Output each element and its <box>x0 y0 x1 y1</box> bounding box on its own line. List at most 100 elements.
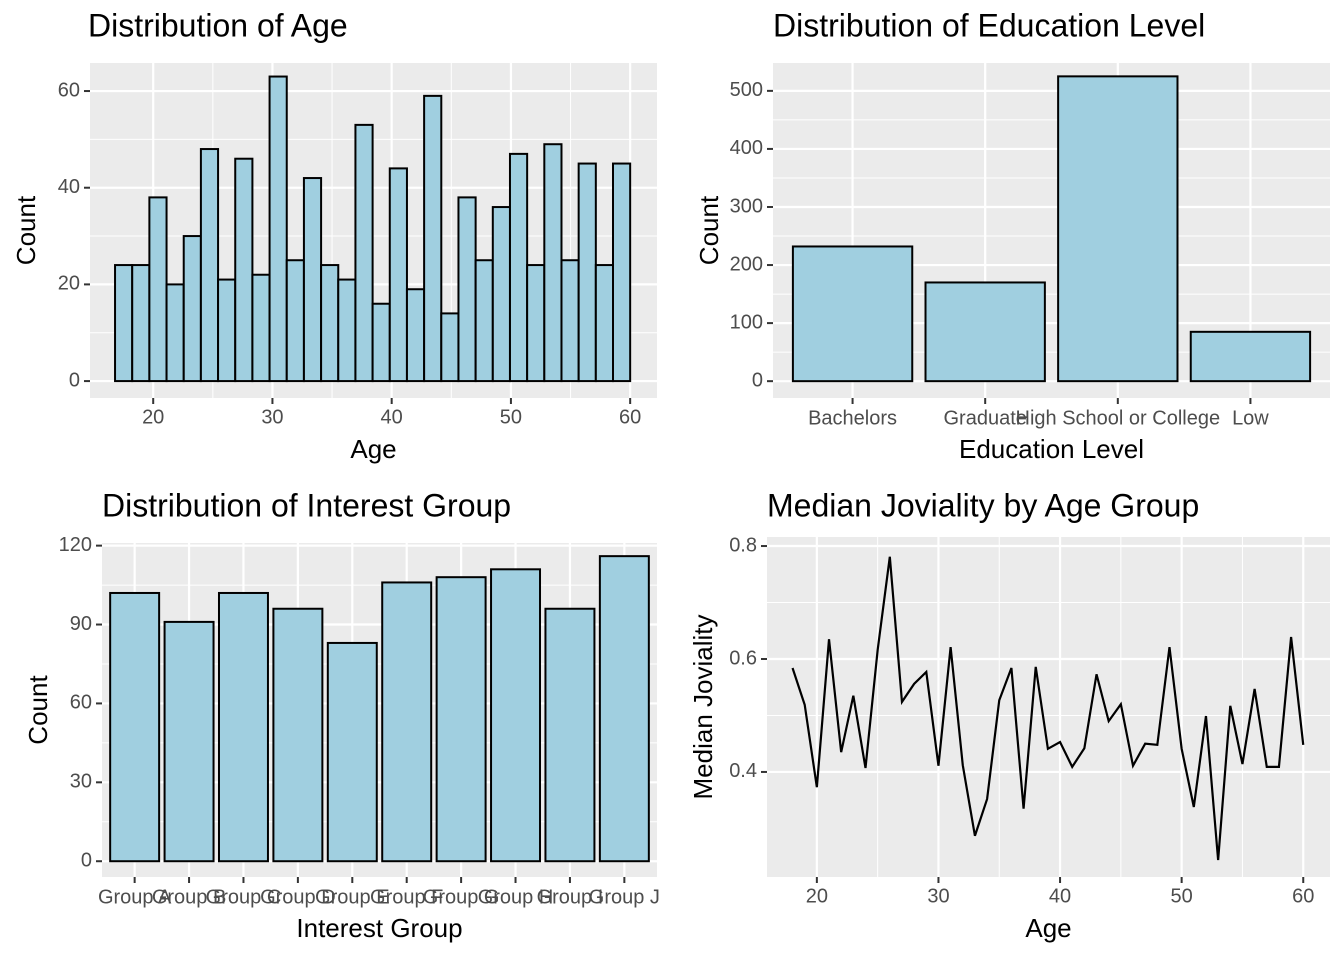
histogram-bar <box>594 264 614 383</box>
x-tick-label: Group E <box>315 886 389 908</box>
histogram-bar <box>526 264 546 383</box>
x-tick-label: Group F <box>370 886 443 908</box>
histogram-bar <box>251 273 271 383</box>
bar <box>1189 330 1312 383</box>
histogram-bar <box>234 157 254 383</box>
x-tick-label: Group D <box>260 886 336 908</box>
x-axis-label: Age <box>1025 913 1071 943</box>
histogram-bar <box>302 177 323 383</box>
x-tick-label: Group I <box>537 886 604 908</box>
x-tick-label: High School or College <box>1016 407 1221 429</box>
histogram-bar <box>560 259 580 383</box>
bar <box>598 555 650 863</box>
line <box>791 556 1305 861</box>
bar <box>791 245 914 383</box>
histogram-bar <box>182 235 202 383</box>
y-tick-label: 400 <box>730 137 763 159</box>
y-tick-label: 40 <box>58 176 80 198</box>
histogram-bar <box>474 259 494 383</box>
histogram-bar <box>285 259 305 383</box>
x-tick-label: Group A <box>98 886 172 908</box>
x-tick-label: Low <box>1232 407 1269 429</box>
chart-title: Median Joviality by Age Group <box>767 487 1199 523</box>
x-tick-label: Group H <box>478 886 554 908</box>
y-tick-label: 120 <box>59 534 92 556</box>
bar <box>109 591 161 863</box>
histogram-bar <box>165 283 185 383</box>
bar <box>435 576 487 863</box>
bar <box>326 641 378 863</box>
y-axis-label: Count <box>694 195 724 265</box>
histogram-bar <box>199 148 220 383</box>
x-tick-label: 30 <box>927 885 949 907</box>
histogram-bar <box>217 278 237 383</box>
histogram-bar <box>491 206 511 383</box>
x-tick-label: 60 <box>1292 885 1314 907</box>
histogram-bar <box>577 162 597 383</box>
histogram-bar <box>388 167 408 383</box>
chart-title: Distribution of Education Level <box>773 7 1205 43</box>
bar <box>163 620 215 863</box>
x-tick-label: 30 <box>261 406 283 428</box>
bar <box>924 281 1046 383</box>
histogram-bar <box>508 152 529 383</box>
x-tick-label: 20 <box>142 406 164 428</box>
bar <box>490 568 542 863</box>
histogram-bar <box>405 288 426 383</box>
histogram-bar <box>337 278 357 383</box>
histogram-bar <box>440 312 460 383</box>
y-tick-label: 200 <box>730 253 763 275</box>
histogram-bar <box>423 94 443 383</box>
x-tick-label: Group C <box>206 886 282 908</box>
y-tick-label: 0 <box>69 369 80 391</box>
x-tick-label: 40 <box>1049 885 1071 907</box>
y-tick-label: 0 <box>752 369 763 391</box>
panel-background <box>767 537 1330 877</box>
y-tick-label: 300 <box>730 195 763 217</box>
y-axis-label: Count <box>23 675 53 745</box>
histogram-bar <box>371 302 391 383</box>
histogram-bar <box>543 143 563 383</box>
y-tick-label: 0.6 <box>729 647 757 669</box>
y-tick-label: 0 <box>81 850 92 872</box>
bar <box>544 607 596 863</box>
histogram-bar <box>354 123 374 383</box>
x-tick-label: 50 <box>500 406 522 428</box>
x-tick-label: Group B <box>152 886 226 908</box>
y-axis-label: Count <box>11 195 41 265</box>
y-tick-label: 60 <box>58 79 80 101</box>
x-tick-label: Group G <box>423 886 500 908</box>
histogram-bar <box>114 264 134 383</box>
histogram-bar <box>148 196 168 383</box>
bar <box>272 607 324 863</box>
y-axis-label: Median Joviality <box>688 615 718 800</box>
histogram-bar <box>320 264 340 383</box>
x-tick-label: Graduate <box>943 407 1026 429</box>
chart-title: Distribution of Interest Group <box>102 487 511 523</box>
chart-title: Distribution of Age <box>88 7 348 43</box>
y-tick-label: 30 <box>70 771 92 793</box>
x-tick-label: 60 <box>619 406 641 428</box>
x-axis-label: Education Level <box>959 434 1144 464</box>
x-tick-label: Bachelors <box>808 407 897 429</box>
y-tick-label: 20 <box>58 273 80 295</box>
bar <box>381 581 433 863</box>
x-tick-label: 50 <box>1171 885 1193 907</box>
histogram-bar <box>131 264 151 383</box>
y-tick-label: 0.8 <box>729 534 757 556</box>
histogram-bar <box>268 75 288 383</box>
bar <box>1057 75 1179 383</box>
y-tick-label: 90 <box>70 613 92 635</box>
y-tick-label: 100 <box>730 311 763 333</box>
x-axis-label: Interest Group <box>296 913 462 943</box>
x-axis-label: Age <box>350 434 396 464</box>
x-tick-label: 40 <box>381 406 403 428</box>
histogram-bar <box>457 196 477 383</box>
y-tick-label: 500 <box>730 79 763 101</box>
x-tick-label: Group J <box>589 886 660 908</box>
y-tick-label: 0.4 <box>729 760 757 782</box>
histogram-bar <box>611 162 632 383</box>
y-tick-label: 60 <box>70 692 92 714</box>
x-tick-label: 20 <box>806 885 828 907</box>
